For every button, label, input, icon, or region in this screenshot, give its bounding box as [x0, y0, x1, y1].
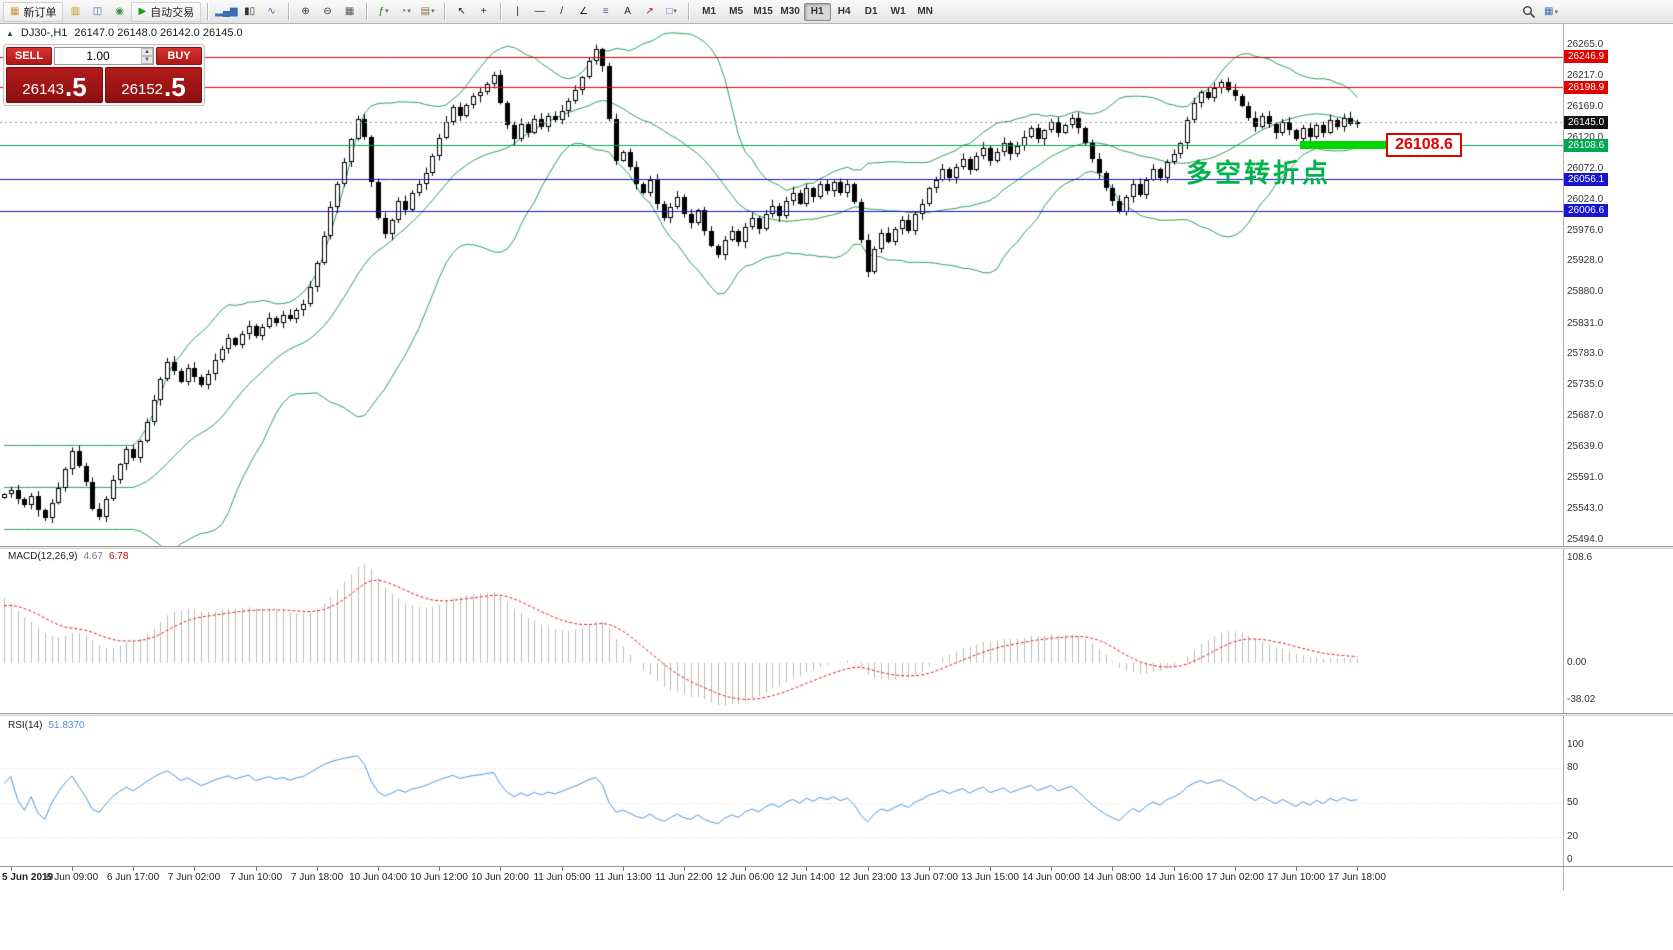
new-order-icon: ▦	[10, 5, 20, 17]
auto-trading-icon: ▶	[138, 5, 147, 17]
volume-up-button[interactable]: ▲	[141, 48, 153, 56]
buy-price-frac: .5	[164, 72, 186, 102]
one-click-trading-panel: SELL ▲ ▼ BUY 26143.5 26152.5	[3, 44, 205, 106]
trendline-icon[interactable]: /	[552, 2, 572, 22]
navigator-icon[interactable]: ◉	[109, 2, 129, 22]
timeframe-h4-button[interactable]: H4	[831, 3, 858, 21]
timeframe-mn-button[interactable]: MN	[912, 3, 939, 21]
price-annotation-box[interactable]: 26108.6	[1386, 133, 1462, 157]
new-order-button[interactable]: ▦ 新订单	[3, 1, 64, 22]
timeframe-m5-button[interactable]: M5	[723, 3, 750, 21]
chart-symbol-period: DJ30-,H1	[20, 27, 68, 39]
toolbar-separator	[287, 3, 290, 20]
turning-point-highlight[interactable]	[1300, 141, 1396, 149]
window-layout-icon[interactable]: ▦ ▾	[1541, 2, 1561, 22]
candlestick-chart-icon[interactable]: ▮▯	[240, 2, 260, 22]
dropdown-arrow-icon: ▾	[407, 8, 411, 15]
macd-label: MACD(12,26,9) 4.67 6.78	[8, 551, 128, 562]
bar-chart-icon[interactable]: ▂▄▆	[215, 2, 237, 22]
volume-down-button[interactable]: ▼	[141, 56, 153, 64]
auto-trading-label: 自动交易	[150, 6, 195, 19]
dropdown-arrow-icon: ▾	[673, 8, 677, 15]
toolbar-separator	[365, 3, 368, 20]
timeframe-m1-button[interactable]: M1	[696, 3, 723, 21]
chart-title: ▲ DJ30-,H1 26147.0 26148.0 26142.0 26145…	[6, 27, 243, 39]
volume-input[interactable]	[55, 48, 141, 64]
price-axis[interactable]	[1564, 24, 1673, 890]
dropdown-arrow-icon: ▾	[431, 8, 435, 15]
time-axis[interactable]	[0, 867, 1563, 890]
buy-price-button[interactable]: 26152.5	[105, 67, 202, 103]
timeframe-d1-button[interactable]: D1	[858, 3, 885, 21]
vertical-line-icon[interactable]: |	[508, 2, 528, 22]
volume-control: ▲ ▼	[54, 47, 154, 65]
toolbar-separator	[687, 3, 690, 20]
timeframe-w1-button[interactable]: W1	[885, 3, 912, 21]
sell-price-frac: .5	[65, 72, 87, 102]
toolbar-items: ▦ 新订单 ▥ ◫ ◉ ▶ 自动交易 ▂▄▆ ▮▯ ∿ ⊕ ⊖ ▦ ƒ ▾ ◔ ▾ ▤ ▾ ↖ + | — / ∠ ≡ A ↗ □ ▾	[3, 1, 694, 22]
search-icon[interactable]	[1519, 2, 1539, 22]
toolbar-separator	[443, 3, 446, 20]
zoom-in-icon[interactable]: ⊕	[296, 2, 316, 22]
toolbar-separator	[499, 3, 502, 20]
dropdown-arrow-icon: ▾	[385, 8, 389, 15]
sell-price-button[interactable]: 26143.5	[6, 67, 103, 103]
rsi-pane-canvas[interactable]	[0, 716, 1563, 866]
buy-label-button[interactable]: BUY	[156, 47, 202, 65]
time-axis-border	[0, 866, 1673, 867]
volume-spinner: ▲ ▼	[141, 48, 153, 64]
tile-windows-icon[interactable]: ▦	[340, 2, 360, 22]
chart-ohlc-values: 26147.0 26148.0 26142.0 26145.0	[74, 27, 243, 39]
horizontal-line-icon[interactable]: —	[530, 2, 550, 22]
dropdown-arrow-icon: ▾	[1554, 8, 1558, 16]
main-chart-canvas[interactable]	[0, 24, 1563, 546]
sell-label-button[interactable]: SELL	[6, 47, 52, 65]
price-axis-border	[1563, 24, 1564, 890]
text-icon[interactable]: A	[618, 2, 638, 22]
timeframe-m15-button[interactable]: M15	[750, 3, 777, 21]
trade-panel-top-row: SELL ▲ ▼ BUY	[6, 47, 202, 65]
toolbar-separator	[207, 3, 210, 20]
chart-profiles-icon[interactable]: ▥	[65, 2, 85, 22]
timeframe-h1-button[interactable]: H1	[803, 2, 831, 21]
equidistant-channel-icon[interactable]: ∠	[574, 2, 594, 22]
shapes-icon[interactable]: □ ▾	[662, 2, 682, 22]
line-chart-icon[interactable]: ∿	[262, 2, 282, 22]
indicators-icon[interactable]: ƒ ▾	[374, 2, 394, 22]
auto-trading-button[interactable]: ▶ 自动交易	[131, 1, 202, 22]
toolbar-right-group: ▦ ▾	[1519, 2, 1561, 22]
toolbar: ▦ 新订单 ▥ ◫ ◉ ▶ 自动交易 ▂▄▆ ▮▯ ∿ ⊕ ⊖ ▦ ƒ ▾ ◔ ▾ ▤ ▾ ↖ + | — / ∠ ≡ A ↗ □ ▾ M…	[0, 0, 1673, 24]
crosshair-icon[interactable]: +	[474, 2, 494, 22]
periods-icon[interactable]: ◔ ▾	[396, 2, 416, 22]
buy-price-main: 26152	[121, 81, 164, 98]
timeframe-m30-button[interactable]: M30	[777, 3, 804, 21]
one-click-collapse-arrow[interactable]: ▲	[6, 28, 14, 38]
trade-panel-price-row: 26143.5 26152.5	[6, 67, 202, 103]
templates-icon[interactable]: ▤ ▾	[418, 2, 438, 22]
turning-point-text[interactable]: 多空转折点	[1186, 158, 1332, 188]
rsi-value: 51.8370	[48, 720, 85, 731]
macd-value: 4.67	[83, 551, 103, 562]
rsi-name: RSI(14)	[8, 720, 43, 731]
pane-splitter-macd[interactable]	[0, 546, 1673, 549]
zoom-out-icon[interactable]: ⊖	[318, 2, 338, 22]
arrows-icon[interactable]: ↗	[640, 2, 660, 22]
fibonacci-icon[interactable]: ≡	[596, 2, 616, 22]
cursor-icon[interactable]: ↖	[452, 2, 472, 22]
new-order-label: 新订单	[23, 6, 57, 19]
market-watch-icon[interactable]: ◫	[87, 2, 107, 22]
sell-price-main: 26143	[22, 81, 65, 98]
rsi-label: RSI(14) 51.8370	[8, 720, 85, 731]
macd-signal-value: 6.78	[108, 551, 129, 562]
macd-pane-canvas[interactable]	[0, 549, 1563, 713]
chart-area: ▲ DJ30-,H1 26147.0 26148.0 26142.0 26145…	[0, 24, 1673, 950]
timeframe-group: M1 M5 M15 M30 H1 H4 D1 W1 MN	[696, 2, 939, 21]
macd-name: MACD(12,26,9)	[8, 551, 78, 562]
pane-splitter-rsi[interactable]	[0, 713, 1673, 716]
